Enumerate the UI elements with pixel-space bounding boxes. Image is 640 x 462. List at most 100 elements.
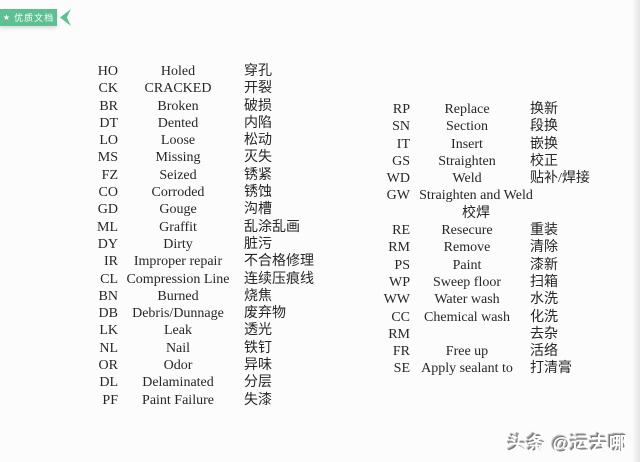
english-cell: Paint Failure — [142, 392, 214, 408]
code-cell: MS — [97, 150, 118, 166]
chinese-cell: 锈紧 — [244, 167, 272, 183]
english-cell: Resecure — [441, 223, 493, 239]
table-row: CL Compression Line 连续压痕线 — [60, 271, 314, 288]
chinese-cell: 化洗 — [530, 309, 558, 325]
code-cell: CO — [98, 185, 118, 201]
chinese-cell: 烧焦 — [244, 288, 272, 304]
code-cell: DT — [99, 115, 118, 131]
page-edge-shadow — [633, 0, 640, 462]
english-cell: Missing — [155, 150, 201, 166]
chinese-cell: 锈蚀 — [244, 185, 272, 201]
chinese-cell: 破损 — [244, 98, 272, 114]
code-cell: NL — [99, 340, 118, 356]
chinese-cell: 沟槽 — [244, 202, 272, 218]
code-cell: LK — [99, 323, 118, 339]
table-row: GW Straighten and Weld 校焊 — [330, 187, 590, 222]
english-cell: Gouge — [159, 202, 197, 218]
chinese-cell: 不合格修理 — [244, 254, 314, 270]
chinese-cell: 乱涂乱画 — [244, 219, 300, 235]
english-cell: Corroded — [151, 185, 205, 201]
english-cell: Odor — [163, 358, 193, 374]
table-row: WW Water wash 水洗 — [330, 291, 590, 308]
english-cell: Insert — [451, 136, 483, 152]
chinese-cell: 水洗 — [530, 292, 558, 308]
table-row: PS Paint 漆新 — [330, 257, 590, 274]
code-cell: RP — [392, 102, 410, 117]
code-cell: OR — [98, 358, 118, 374]
english-cell: Chemical wash — [424, 309, 510, 325]
table-row: CK CRACKED 开裂 — [60, 80, 314, 97]
code-cell: FR — [392, 344, 410, 360]
english-cell — [410, 326, 524, 343]
chinese-cell: 异味 — [244, 358, 272, 374]
code-cell: PF — [102, 392, 118, 408]
code-cell: CK — [98, 81, 118, 97]
table-row: WD Weld 贴补/焊接 — [330, 170, 590, 187]
english-cell: Straighten — [438, 153, 496, 169]
chinese-cell: 连续压痕线 — [244, 271, 314, 287]
code-cell: DY — [97, 236, 118, 252]
chinese-cell: 分层 — [244, 375, 272, 391]
code-table-left: HO Holed 穿孔 CK CRACKED 开裂 BR Broken 破损 DT Dented 内陷… — [60, 63, 314, 409]
english-cell: Broken — [157, 98, 199, 114]
chinese-cell: 重装 — [530, 223, 558, 239]
table-row: DT Dented 内陷 — [60, 115, 314, 132]
english-cell: Apply sealant to — [421, 361, 513, 377]
chinese-cell: 铁钉 — [244, 340, 272, 356]
chinese-cell: 嵌换 — [530, 136, 558, 152]
table-row: ML Graffit 乱涂乱画 — [60, 219, 314, 236]
chinese-cell: 开裂 — [244, 81, 272, 97]
english-cell: Section — [446, 119, 488, 135]
table-row: DL Delaminated 分层 — [60, 374, 314, 391]
table-row: RM 去杂 — [330, 326, 590, 343]
table-row: MS Missing 灭失 — [60, 149, 314, 166]
english-cell: Debris/Dunnage — [132, 306, 224, 322]
english-cell: Loose — [160, 133, 196, 149]
table-row: LK Leak 透光 — [60, 322, 314, 339]
table-row: SN Section 段换 — [330, 118, 590, 135]
chinese-cell: 贴补/焊接 — [530, 171, 590, 187]
chinese-cell: 松动 — [244, 133, 272, 149]
code-table-right: RP Replace 换新 SN Section 段换 IT Insert 嵌换 GS Straig… — [330, 101, 590, 378]
table-row: CC Chemical wash 化洗 — [330, 309, 590, 326]
english-cell: Compression Line — [126, 271, 230, 287]
table-row: RM Remove 清除 — [330, 239, 590, 256]
english-cell: Remove — [443, 240, 491, 256]
english-cell: Holed — [160, 64, 196, 79]
english-cell: Seized — [159, 167, 197, 183]
table-row: WP Sweep floor 扫箱 — [330, 274, 590, 291]
table-row: RE Resecure 重装 — [330, 222, 590, 239]
english-chinese-cell: Straighten and Weld 校焊 — [419, 188, 533, 221]
code-cell: WP — [389, 274, 410, 290]
table-row: RP Replace 换新 — [330, 101, 590, 118]
chinese-cell: 打清膏 — [530, 361, 572, 377]
ribbon-tail-icon — [60, 9, 71, 26]
chinese-cell: 废弃物 — [244, 306, 286, 322]
table-row: OR Odor 异味 — [60, 357, 314, 374]
code-cell: BN — [98, 288, 118, 304]
table-row: LO Loose 松动 — [60, 132, 314, 149]
chinese-cell: 透光 — [244, 323, 272, 339]
table-row: FZ Seized 锈紧 — [60, 167, 314, 184]
english-cell: Free up — [445, 344, 489, 360]
table-row: DY Dirty 脏污 — [60, 236, 314, 253]
english-cell: Dirty — [163, 236, 193, 252]
code-cell: DL — [99, 375, 118, 391]
english-cell: Improper repair — [133, 254, 223, 270]
code-cell: RM — [388, 326, 410, 342]
code-cell: IR — [104, 254, 118, 270]
table-row: IT Insert 嵌换 — [330, 136, 590, 153]
code-cell: IT — [396, 136, 410, 152]
code-cell: PS — [394, 257, 410, 273]
table-row: GS Straighten 校正 — [330, 153, 590, 170]
table-row: BN Burned 烧焦 — [60, 288, 314, 305]
chinese-cell: 换新 — [530, 102, 558, 117]
english-cell: Sweep floor — [432, 274, 502, 290]
chinese-cell: 脏污 — [244, 236, 272, 252]
table-row: GD Gouge 沟槽 — [60, 201, 314, 218]
code-cell: SE — [393, 361, 410, 377]
code-cell: RE — [392, 223, 410, 239]
chinese-cell: 活络 — [530, 344, 558, 360]
code-cell: BR — [99, 98, 118, 114]
